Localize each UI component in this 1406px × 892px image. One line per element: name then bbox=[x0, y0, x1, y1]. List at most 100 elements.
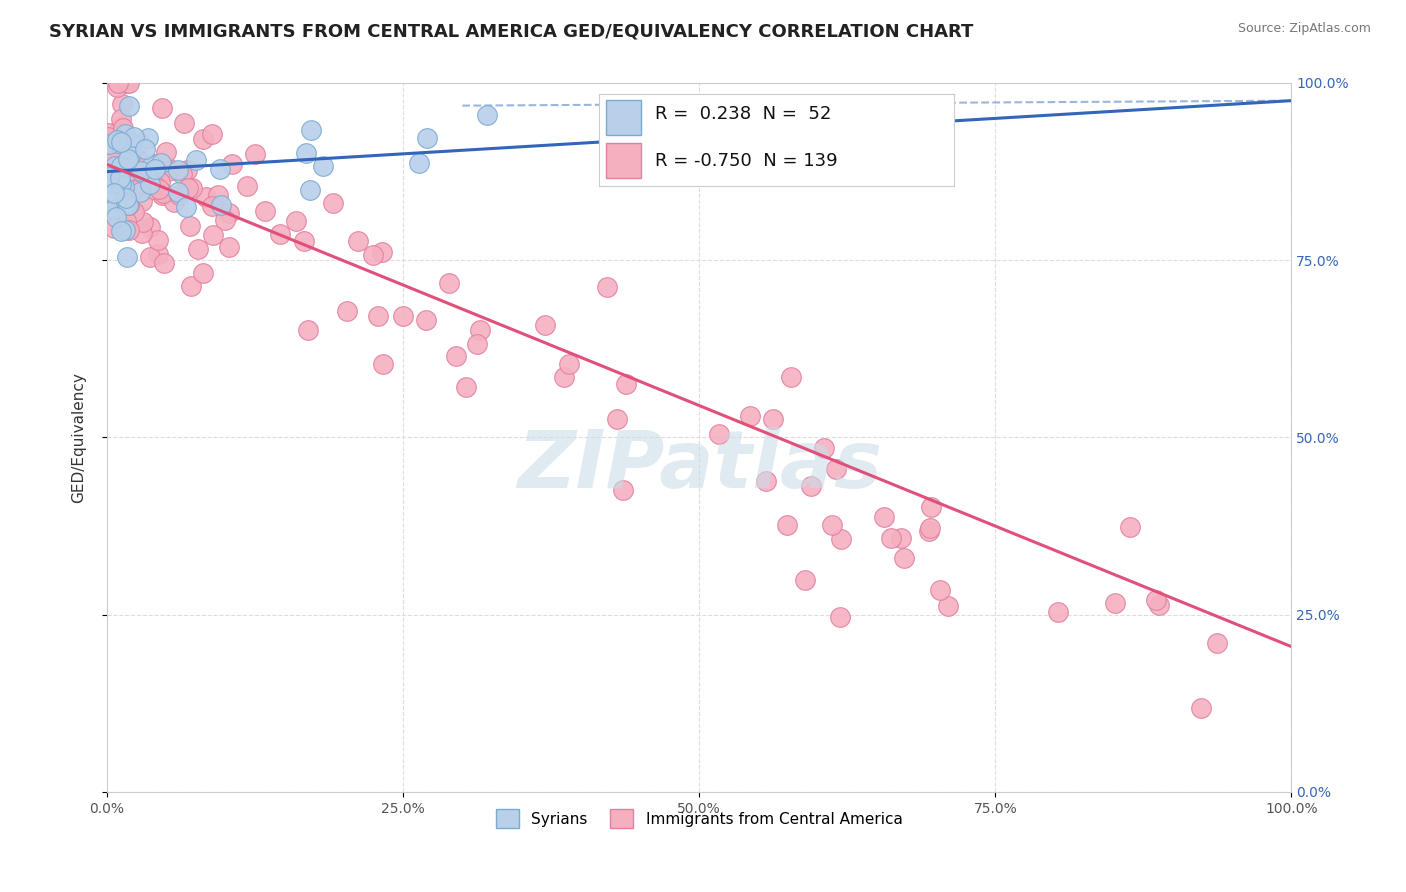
Point bbox=[221, 156, 243, 170]
Point bbox=[312, 159, 335, 173]
Point bbox=[800, 479, 823, 493]
Point bbox=[214, 213, 236, 227]
Point bbox=[180, 181, 202, 195]
Point bbox=[322, 196, 344, 211]
Point bbox=[132, 174, 155, 188]
Point bbox=[218, 206, 240, 220]
Point bbox=[1046, 605, 1069, 619]
Point bbox=[155, 145, 177, 159]
Point bbox=[415, 312, 437, 326]
Point bbox=[110, 97, 132, 112]
Point bbox=[97, 153, 120, 168]
Point bbox=[124, 160, 146, 174]
Point bbox=[149, 175, 172, 189]
Point bbox=[98, 175, 121, 189]
Point bbox=[202, 227, 225, 242]
Point bbox=[191, 266, 214, 280]
Point bbox=[929, 582, 952, 597]
Point bbox=[148, 182, 170, 196]
Point bbox=[131, 226, 153, 240]
Point bbox=[297, 323, 319, 337]
Point bbox=[122, 129, 145, 144]
Point bbox=[105, 173, 128, 187]
Point bbox=[558, 357, 581, 371]
Point bbox=[146, 234, 169, 248]
Point bbox=[167, 162, 190, 177]
Point bbox=[121, 183, 143, 197]
Point bbox=[373, 357, 395, 371]
Point bbox=[533, 318, 555, 332]
Point bbox=[146, 247, 169, 261]
Point bbox=[138, 220, 160, 235]
Point bbox=[391, 309, 413, 323]
Point bbox=[104, 161, 127, 175]
Point bbox=[112, 185, 135, 199]
Point bbox=[139, 178, 162, 192]
Point bbox=[153, 256, 176, 270]
Point bbox=[118, 168, 141, 182]
Point bbox=[122, 205, 145, 219]
Point bbox=[918, 521, 941, 535]
Point bbox=[336, 304, 359, 318]
Point bbox=[117, 198, 139, 212]
Point bbox=[121, 156, 143, 170]
Point bbox=[269, 227, 291, 241]
Point bbox=[97, 129, 120, 144]
Point bbox=[103, 202, 125, 216]
Point bbox=[127, 152, 149, 166]
Point bbox=[195, 190, 218, 204]
Point bbox=[177, 181, 200, 195]
Point bbox=[136, 130, 159, 145]
Point bbox=[143, 161, 166, 176]
Point bbox=[142, 182, 165, 196]
Point bbox=[110, 177, 132, 191]
Point bbox=[131, 194, 153, 208]
Point bbox=[150, 188, 173, 202]
Point bbox=[437, 276, 460, 290]
Point bbox=[813, 442, 835, 456]
Point bbox=[97, 204, 120, 219]
Point bbox=[201, 128, 224, 142]
Point bbox=[209, 162, 232, 177]
Point bbox=[292, 234, 315, 248]
Point bbox=[361, 248, 384, 262]
Point bbox=[111, 121, 134, 136]
Point bbox=[124, 152, 146, 166]
Point bbox=[1104, 596, 1126, 610]
Point bbox=[191, 132, 214, 146]
Point bbox=[762, 412, 785, 426]
Point bbox=[107, 76, 129, 90]
Point bbox=[128, 136, 150, 150]
Point bbox=[209, 198, 232, 212]
Point bbox=[295, 146, 318, 161]
Point bbox=[156, 164, 179, 178]
Point bbox=[606, 411, 628, 425]
Point bbox=[105, 211, 128, 225]
Point bbox=[707, 426, 730, 441]
Point bbox=[465, 336, 488, 351]
Point bbox=[114, 127, 136, 141]
Legend: Syrians, Immigrants from Central America: Syrians, Immigrants from Central America bbox=[489, 803, 908, 834]
Point bbox=[254, 203, 277, 218]
Point bbox=[408, 155, 430, 169]
Point bbox=[97, 148, 120, 162]
Point bbox=[111, 136, 134, 151]
Point bbox=[138, 250, 160, 264]
Point bbox=[184, 153, 207, 167]
Point bbox=[880, 531, 903, 545]
Point bbox=[125, 186, 148, 200]
Point bbox=[98, 137, 121, 152]
Point bbox=[163, 194, 186, 209]
Point bbox=[101, 130, 124, 145]
Point bbox=[776, 518, 799, 533]
Point bbox=[118, 77, 141, 91]
Point bbox=[187, 242, 209, 256]
Point bbox=[236, 179, 259, 194]
Point bbox=[755, 474, 778, 488]
Point bbox=[103, 153, 125, 167]
Point bbox=[793, 574, 815, 588]
Point bbox=[207, 188, 229, 202]
Point bbox=[128, 186, 150, 200]
Point bbox=[115, 194, 138, 209]
Point bbox=[121, 138, 143, 153]
